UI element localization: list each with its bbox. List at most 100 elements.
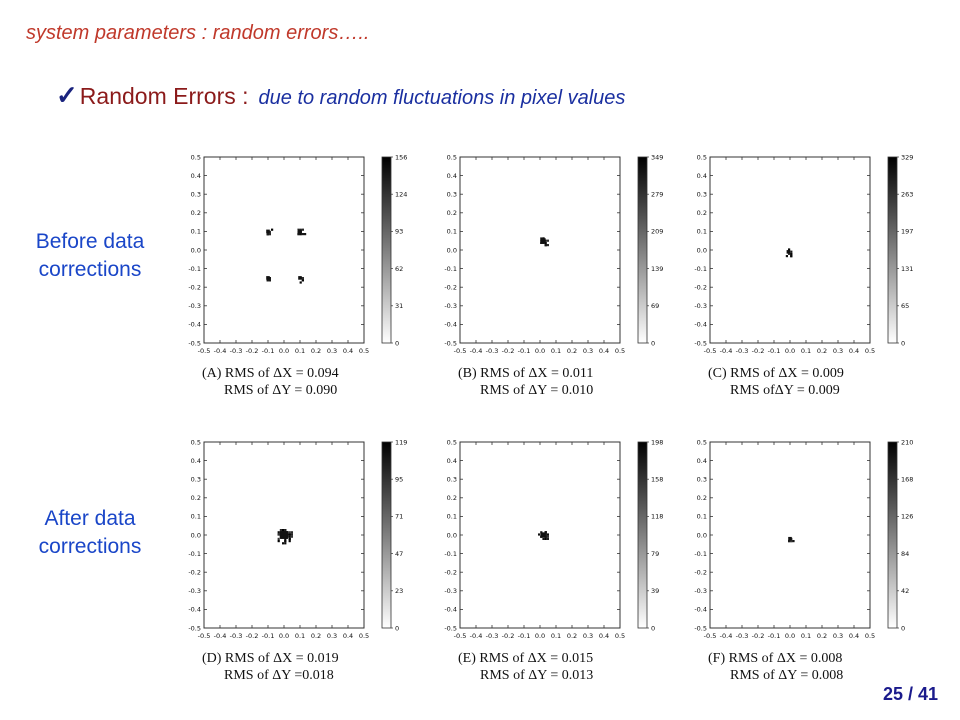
x-tick-label: 0.1 — [295, 632, 305, 640]
y-tick-label: -0.5 — [188, 339, 201, 347]
y-tick-label: 0.5 — [191, 153, 201, 161]
y-tick-label: 0.4 — [447, 172, 457, 180]
heatmap-cell — [788, 252, 791, 255]
y-tick-label: 0.4 — [697, 457, 707, 465]
y-tick-label: -0.3 — [444, 302, 457, 310]
y-tick-label: -0.1 — [444, 265, 457, 273]
heatmap-core — [788, 536, 792, 541]
x-tick-label: -0.3 — [486, 632, 499, 640]
y-tick-label: -0.1 — [188, 265, 201, 273]
heatmap-cell — [277, 537, 280, 540]
colorbar-tick-label: 31 — [395, 302, 403, 310]
caption-line2: RMS of ΔY =0.018 — [224, 668, 334, 683]
row-label-after-line2: corrections — [38, 535, 142, 559]
caption-line2: RMS of ΔY = 0.090 — [224, 383, 338, 398]
heatmap-cell — [301, 277, 304, 280]
heatmap-core — [298, 276, 302, 280]
y-tick-label: -0.2 — [444, 569, 457, 577]
panel-caption-a: (A) RMS of ΔX = 0.094 RMS of ΔY = 0.090 — [202, 365, 339, 399]
heatmap-core — [540, 532, 546, 538]
heatmap-cell — [284, 542, 287, 545]
y-tick-label: 0.1 — [447, 513, 457, 521]
x-tick-label: 0.4 — [849, 632, 859, 640]
section-title: system parameters : random errors….. — [26, 22, 370, 44]
x-tick-label: -0.4 — [720, 347, 733, 355]
colorbar-tick-label: 209 — [651, 228, 663, 236]
heatmap-core — [280, 531, 288, 539]
heatmap-cell — [546, 535, 549, 538]
y-tick-label: 0.1 — [191, 228, 201, 236]
colorbar — [637, 156, 648, 344]
y-tick-label: -0.4 — [444, 321, 457, 329]
heatmap-core — [786, 250, 791, 254]
colorbar-tick-label: 79 — [651, 550, 659, 558]
heatmap-cell — [288, 533, 291, 536]
caption-line2: RMS of ΔY = 0.010 — [480, 383, 594, 398]
colorbar-tick-label: 0 — [651, 339, 655, 347]
heatmap-core — [266, 229, 270, 234]
heatmap-cell — [790, 255, 793, 258]
heatmap-cell — [282, 529, 285, 532]
colorbar-tick-label: 39 — [651, 587, 659, 595]
heatmap-svg-f: -0.5 -0.4 -0.3 -0.2 -0.1 0.0 0.1 0.2 0.3 0.4 0.50.… — [694, 438, 913, 640]
colorbar — [887, 441, 898, 629]
colorbar-tick-label: 69 — [651, 302, 659, 310]
caption-line2: RMS ofΔY = 0.009 — [730, 383, 840, 398]
heatmap-svg-a: -0.5 -0.4 -0.3 -0.2 -0.1 0.0 0.1 0.2 0.3 0.4 0.50.… — [188, 153, 407, 355]
heatmap-cell — [284, 540, 287, 543]
heatmap-cell — [279, 529, 282, 532]
x-tick-label: -0.1 — [518, 632, 531, 640]
colorbar-tick-label: 329 — [901, 153, 913, 161]
panel-caption-c: (C) RMS of ΔX = 0.009 RMS ofΔY = 0.009 — [708, 365, 844, 399]
heatmap-cell — [544, 241, 547, 244]
colorbar — [381, 441, 392, 629]
x-tick-label: -0.2 — [752, 347, 765, 355]
heatmap-core — [298, 229, 302, 234]
heatmap-cell — [790, 250, 793, 253]
heatmap-cell — [299, 281, 302, 284]
heatmap-cell — [271, 228, 274, 231]
heatmap-panel-c: -0.5 -0.4 -0.3 -0.2 -0.1 0.0 0.1 0.2 0.3 0.4 0.5 0.… — [678, 145, 928, 360]
heatmap-cell — [538, 533, 541, 536]
x-tick-label: -0.1 — [768, 347, 781, 355]
x-tick-label: 0.2 — [817, 347, 827, 355]
y-tick-label: -0.5 — [444, 339, 457, 347]
heatmap-svg-b: -0.5 -0.4 -0.3 -0.2 -0.1 0.0 0.1 0.2 0.3 0.4 0.50.… — [444, 153, 663, 355]
caption-line1: (D) RMS of ΔX = 0.019 — [202, 651, 339, 666]
heatmap-cell — [277, 540, 280, 543]
heatmap-cell — [266, 279, 269, 282]
y-tick-label: 0.3 — [191, 191, 201, 199]
colorbar-tick-label: 0 — [901, 624, 905, 632]
colorbar-tick-label: 0 — [395, 624, 399, 632]
x-tick-label: -0.2 — [752, 632, 765, 640]
plot-frame — [203, 156, 365, 344]
x-tick-label: 0.4 — [849, 347, 859, 355]
y-tick-label: 0.3 — [697, 191, 707, 199]
colorbar-tick-label: 131 — [901, 265, 913, 273]
heatmap-cell — [290, 535, 293, 538]
y-tick-label: 0.3 — [191, 476, 201, 484]
heatmap-cell — [290, 531, 293, 534]
heatmap-cell — [297, 233, 300, 236]
x-tick-label: 0.2 — [817, 632, 827, 640]
heatmap-cell — [268, 277, 271, 280]
y-tick-label: 0.3 — [447, 476, 457, 484]
colorbar — [381, 156, 392, 344]
colorbar-tick-label: 210 — [901, 438, 913, 446]
y-tick-label: -0.1 — [444, 550, 457, 558]
heatmap-cell — [284, 529, 287, 532]
colorbar-tick-label: 279 — [651, 191, 663, 199]
y-tick-label: -0.4 — [694, 606, 707, 614]
heatmap-panel-e: -0.5 -0.4 -0.3 -0.2 -0.1 0.0 0.1 0.2 0.3 0.4 0.5 0.… — [428, 430, 678, 645]
y-tick-label: 0.2 — [191, 494, 201, 502]
x-tick-label: -0.5 — [454, 347, 467, 355]
colorbar-tick-label: 62 — [395, 265, 403, 273]
heatmap-cell — [277, 531, 280, 534]
x-tick-label: -0.5 — [198, 347, 211, 355]
heatmap-cell — [546, 239, 549, 242]
heatmap-cell — [288, 540, 291, 543]
heatmap-cell — [546, 244, 549, 247]
y-tick-label: -0.2 — [694, 284, 707, 292]
y-tick-label: -0.3 — [188, 302, 201, 310]
y-tick-label: -0.2 — [444, 284, 457, 292]
